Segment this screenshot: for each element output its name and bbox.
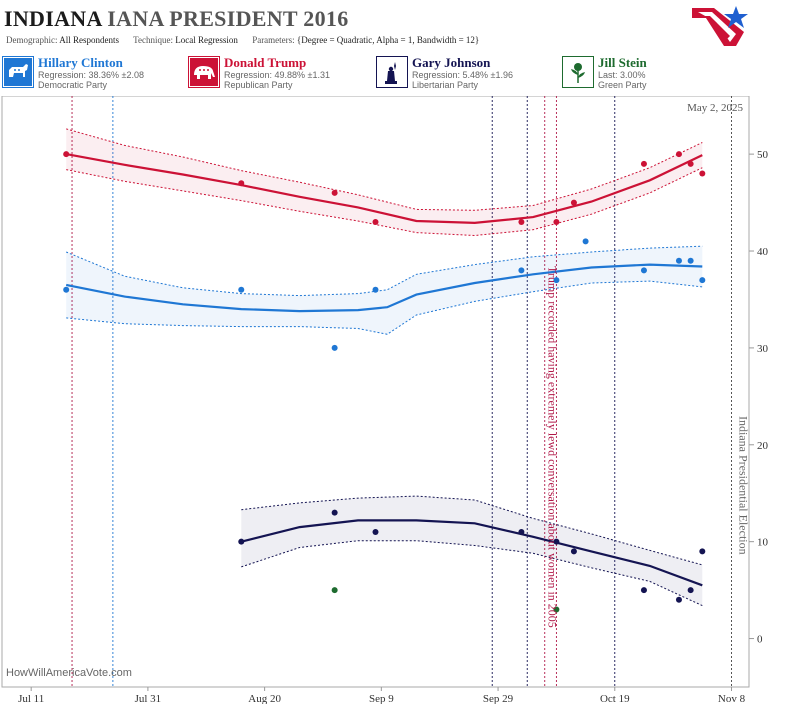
poll-point — [331, 509, 338, 516]
x-tick-label: Jul 31 — [135, 693, 162, 704]
page-title: INDIANA IANA PRESIDENT 2016 — [4, 6, 349, 32]
poll-point — [640, 267, 647, 274]
y-tick-label: 30 — [757, 343, 769, 355]
poll-point — [553, 538, 560, 545]
plot-area — [1, 96, 750, 688]
series-hillary-clinton — [63, 238, 706, 351]
candidate-name: Gary Johnson — [412, 55, 491, 70]
upper-bound-line — [241, 495, 703, 566]
candidate-stat: Last: 3.00% — [598, 70, 646, 80]
poll-point — [570, 199, 577, 206]
candidate-trump[interactable]: Donald Trump Regression: 49.88% ±1.31 Re… — [188, 55, 366, 91]
demographic-value: All Respondents — [59, 35, 119, 45]
elephant-icon — [188, 56, 220, 88]
poll-point — [687, 257, 694, 264]
rose-icon — [562, 56, 594, 88]
candidate-party: Libertarian Party — [412, 80, 479, 90]
y-tick-label: 0 — [757, 634, 763, 646]
poll-point — [640, 160, 647, 167]
source-credit[interactable]: HowWillAmericaVote.com — [6, 667, 132, 679]
poll-point — [331, 189, 338, 196]
candidate-party: Republican Party — [224, 80, 293, 90]
y-tick-label: 10 — [757, 537, 769, 549]
parameters-label: Parameters: — [252, 35, 295, 45]
poll-point — [699, 277, 706, 284]
poll-point — [372, 528, 379, 535]
y-tick-label: 40 — [757, 246, 769, 258]
poll-point — [63, 286, 70, 293]
title-state: INDIANA — [4, 6, 102, 31]
trend-line — [65, 263, 703, 313]
confidence-band — [66, 128, 703, 236]
poll-point — [687, 587, 694, 594]
candidate-clinton[interactable]: Hillary Clinton Regression: 38.36% ±2.08… — [2, 55, 180, 91]
poll-point — [553, 277, 560, 284]
trend-line — [66, 153, 703, 225]
poll-point — [372, 286, 379, 293]
parameters-line: Demographic: All Respondents Technique: … — [6, 35, 479, 45]
y-tick-label: 20 — [757, 440, 769, 452]
x-tick-label: Sep 9 — [369, 693, 394, 704]
annotation-label: Trump recorded having extremely lewd con… — [546, 266, 560, 628]
lower-bound-line — [66, 167, 703, 237]
poll-point — [699, 548, 706, 555]
site-logo-icon[interactable] — [684, 2, 750, 50]
y-tick-label: 50 — [757, 149, 769, 161]
candidate-stat: Regression: 38.36% ±2.08 — [38, 70, 145, 80]
x-tick-label: Jul 11 — [18, 693, 44, 704]
lower-bound-line — [66, 280, 703, 335]
upper-bound-line — [66, 128, 703, 211]
donkey-icon — [2, 56, 34, 88]
poll-point — [331, 344, 338, 351]
date-label: May 2, 2025 — [687, 102, 743, 114]
regression-chart: 0 10 20 30 40 50 Jul 11 Jul 31 Aug 20 Sep 9 Sep 29… — [1, 96, 769, 704]
x-tick-label: Sep 29 — [483, 693, 514, 704]
poll-point — [63, 151, 70, 158]
candidate-name: Hillary Clinton — [38, 55, 123, 70]
candidate-party: Green Party — [598, 80, 647, 90]
poll-point — [518, 218, 525, 225]
poll-point — [582, 238, 589, 245]
series-jill-stein — [331, 587, 560, 613]
upper-bound-line — [66, 245, 703, 297]
title-rest: IANA PRESIDENT 2016 — [107, 6, 349, 31]
poll-point — [331, 587, 338, 594]
candidate-name: Jill Stein — [598, 55, 647, 70]
lower-bound-line — [241, 540, 703, 607]
annotation-label: Indiana Presidential Election — [736, 416, 750, 555]
candidate-stat: Regression: 5.48% ±1.96 — [412, 70, 513, 80]
poll-point — [553, 606, 560, 613]
poll-point — [518, 528, 525, 535]
poll-point — [553, 218, 560, 225]
series-gary-johnson — [238, 495, 706, 607]
poll-point — [372, 218, 379, 225]
technique-label: Technique: — [133, 35, 173, 45]
demographic-label: Demographic: — [6, 35, 58, 45]
series-donald-trump — [63, 128, 706, 237]
liberty-statue-icon — [376, 56, 408, 88]
trend-line — [241, 519, 703, 587]
candidate-name: Donald Trump — [224, 55, 307, 70]
x-tick-label: Aug 20 — [248, 693, 281, 704]
poll-point — [238, 538, 245, 545]
parameters-value: {Degree = Quadratic, Alpha = 1, Bandwidt… — [296, 35, 480, 45]
poll-point — [238, 286, 245, 293]
poll-point — [675, 257, 682, 264]
candidate-stat: Regression: 49.88% ±1.31 — [224, 70, 331, 80]
technique-value: Local Regression — [175, 35, 238, 45]
poll-point — [518, 267, 525, 274]
poll-point — [699, 170, 706, 177]
candidate-johnson[interactable]: Gary Johnson Regression: 5.48% ±1.96 Lib… — [376, 55, 554, 91]
poll-point — [687, 160, 694, 167]
poll-point — [570, 548, 577, 555]
candidate-stein[interactable]: Jill Stein Last: 3.00% Green Party — [562, 55, 740, 91]
x-tick-label: Oct 19 — [600, 693, 630, 704]
poll-point — [675, 151, 682, 158]
candidate-party: Democratic Party — [38, 80, 108, 90]
x-tick-label: Nov 8 — [718, 693, 746, 704]
poll-point — [238, 180, 245, 187]
poll-point — [675, 596, 682, 603]
confidence-band — [241, 496, 703, 606]
poll-point — [640, 587, 647, 594]
